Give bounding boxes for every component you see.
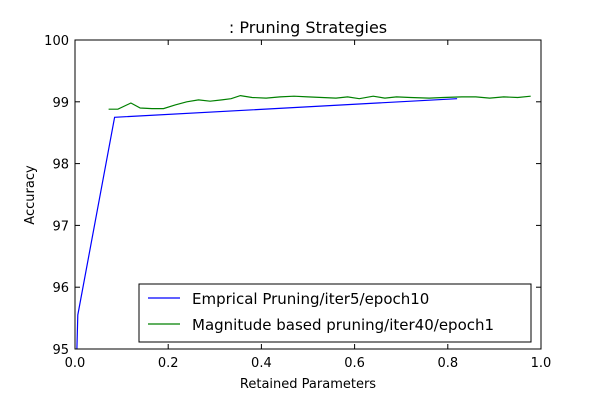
x-tick-label: 0.0 xyxy=(65,356,86,371)
x-tick-label: 0.6 xyxy=(344,356,365,371)
plot-area xyxy=(76,94,531,350)
y-tick-label: 97 xyxy=(52,219,69,234)
x-tick-label: 0.8 xyxy=(437,356,458,371)
x-tick-label: 0.2 xyxy=(158,356,179,371)
y-tick-label: 96 xyxy=(52,281,69,296)
series-line-0 xyxy=(76,98,458,350)
y-tick-label: 98 xyxy=(52,158,69,173)
y-tick-label: 100 xyxy=(44,34,69,49)
chart-title: : Pruning Strategies xyxy=(229,18,387,37)
x-axis-label: Retained Parameters xyxy=(240,377,376,392)
legend: Emprical Pruning/iter5/epoch10 Magnitude… xyxy=(138,283,532,343)
legend-label-emprical-pruning: Emprical Pruning/iter5/epoch10 xyxy=(192,290,429,308)
axis-ticks: 0.0 0.2 0.4 0.6 0.8 1.0 95 96 97 98 99 100 xyxy=(44,34,551,371)
x-tick-label: 0.4 xyxy=(251,356,272,371)
legend-box xyxy=(138,283,532,343)
y-tick-label: 99 xyxy=(52,96,69,111)
y-axis-label: Accuracy xyxy=(23,165,38,225)
x-tick-label: 1.0 xyxy=(531,356,552,371)
legend-label-magnitude-pruning: Magnitude based pruning/iter40/epoch1 xyxy=(192,316,494,334)
series-line-1 xyxy=(108,94,531,110)
plot-frame xyxy=(74,39,542,350)
y-tick-label: 95 xyxy=(52,343,69,358)
